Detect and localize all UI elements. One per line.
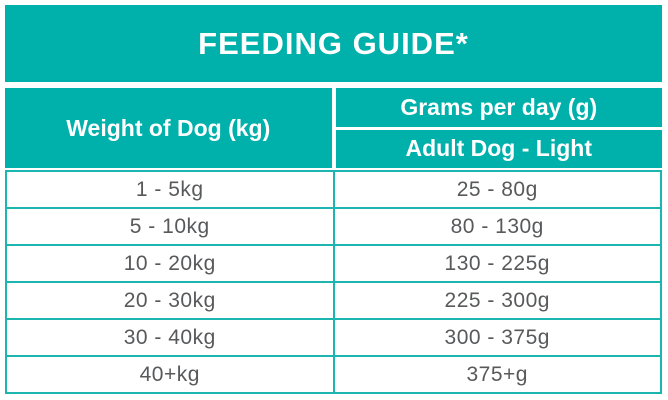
feeding-guide-body: 1 - 5kg 25 - 80g 5 - 10kg 80 - 130g 10 -… xyxy=(5,170,662,394)
column-subheader-adult-dog-light: Adult Dog - Light xyxy=(335,129,662,168)
weight-cell: 40+kg xyxy=(5,355,335,394)
table-header-row: Weight of Dog (kg) Grams per day (g) Adu… xyxy=(5,88,662,168)
table-row: 10 - 20kg 130 - 225g xyxy=(5,244,662,283)
column-header-grams-per-day: Grams per day (g) xyxy=(335,88,662,127)
grams-cell: 130 - 225g xyxy=(332,244,662,283)
column-header-grams-group: Grams per day (g) Adult Dog - Light xyxy=(335,88,662,168)
weight-cell: 1 - 5kg xyxy=(5,170,335,209)
weight-cell: 30 - 40kg xyxy=(5,318,335,357)
grams-cell: 375+g xyxy=(332,355,662,394)
weight-cell: 20 - 30kg xyxy=(5,281,335,320)
grams-cell: 25 - 80g xyxy=(332,170,662,209)
column-header-weight: Weight of Dog (kg) xyxy=(5,88,332,168)
table-row: 30 - 40kg 300 - 375g xyxy=(5,318,662,357)
table-row: 1 - 5kg 25 - 80g xyxy=(5,170,662,209)
grams-cell: 300 - 375g xyxy=(332,318,662,357)
weight-cell: 5 - 10kg xyxy=(5,207,335,246)
grams-cell: 225 - 300g xyxy=(332,281,662,320)
feeding-guide-title: FEEDING GUIDE* xyxy=(5,5,662,82)
weight-cell: 10 - 20kg xyxy=(5,244,335,283)
table-row: 20 - 30kg 225 - 300g xyxy=(5,281,662,320)
grams-cell: 80 - 130g xyxy=(332,207,662,246)
table-row: 40+kg 375+g xyxy=(5,355,662,394)
table-row: 5 - 10kg 80 - 130g xyxy=(5,207,662,246)
